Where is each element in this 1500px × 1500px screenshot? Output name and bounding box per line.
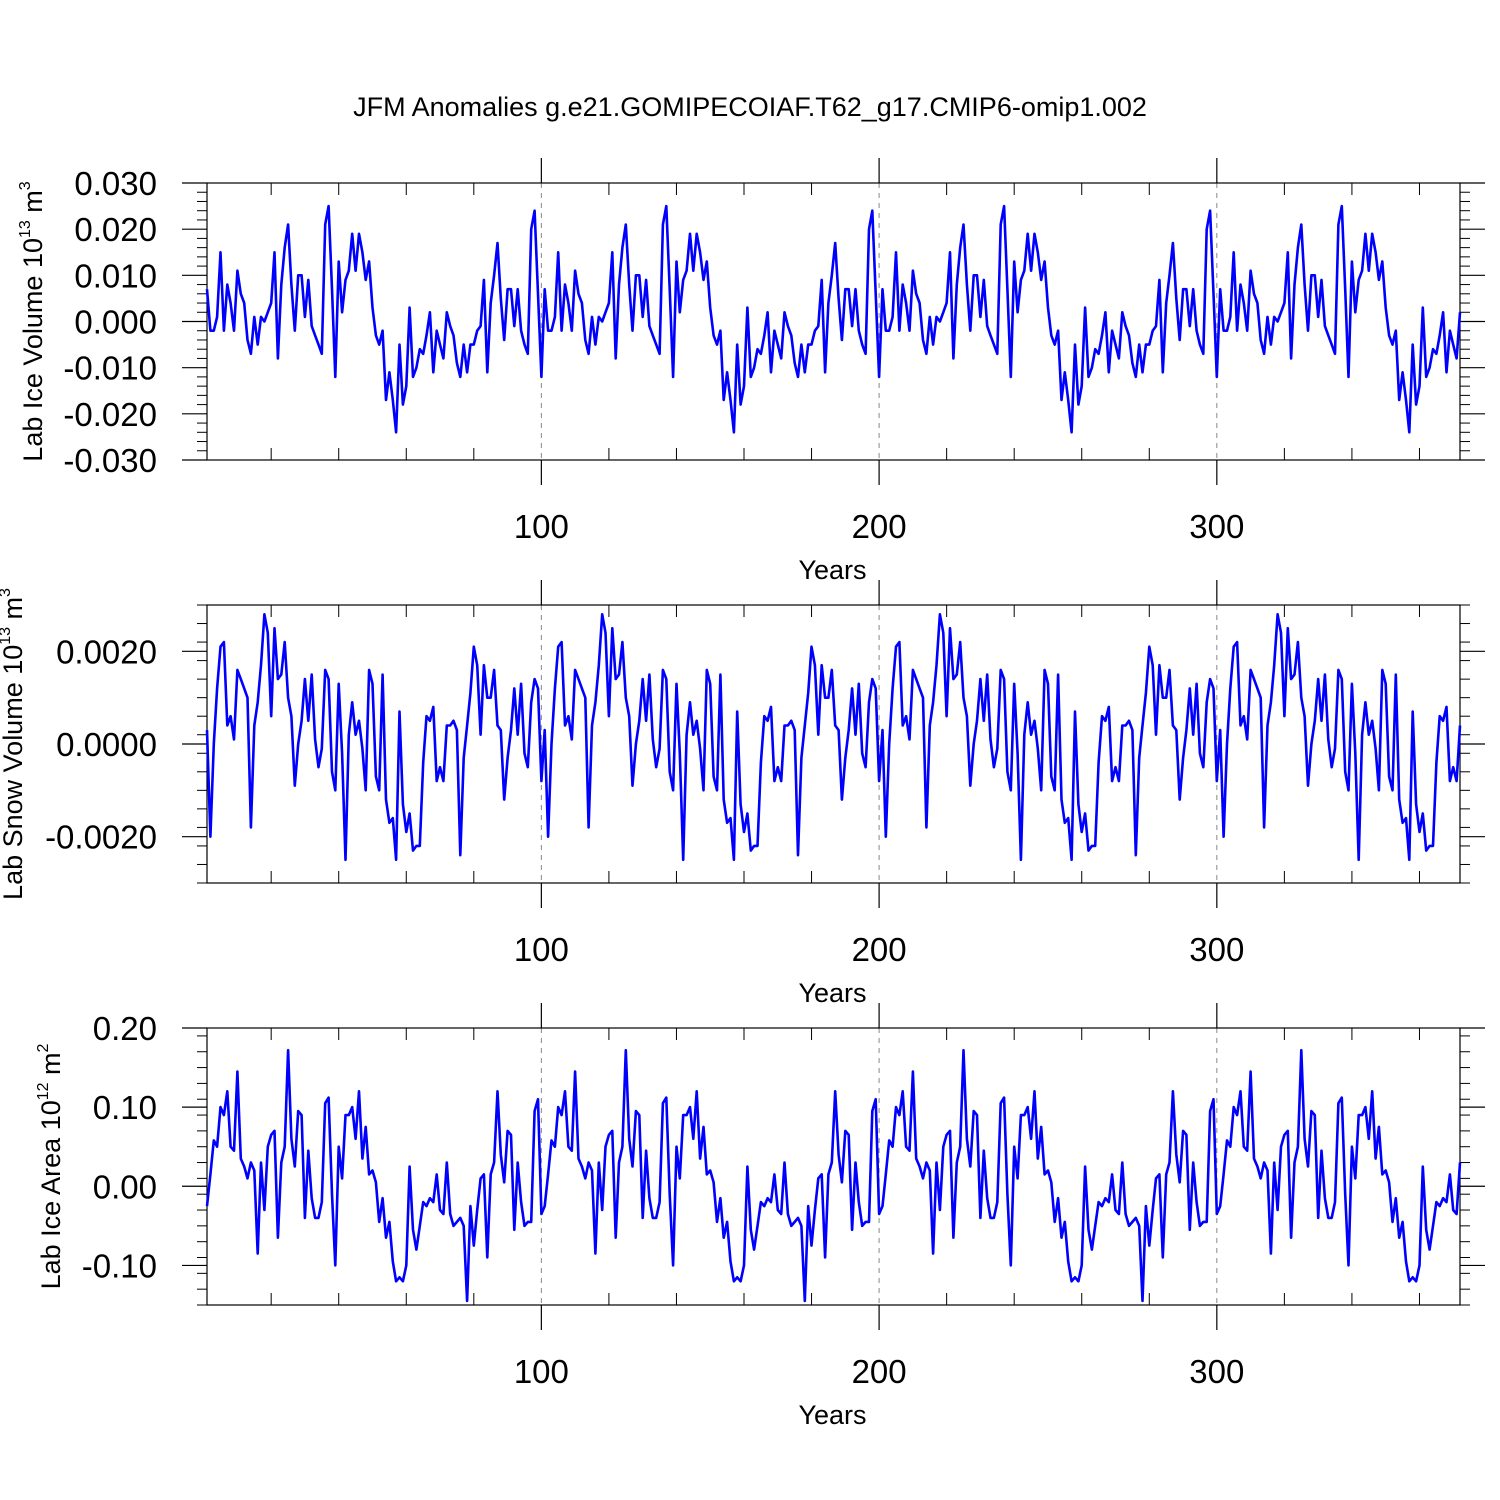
- y-tick-label: 0.0020: [56, 633, 157, 670]
- x-tick-label: 300: [1189, 931, 1244, 968]
- x-tick-label: 300: [1189, 1353, 1244, 1390]
- y-tick-label: -0.030: [63, 442, 157, 479]
- y-tick-label: -0.010: [63, 350, 157, 387]
- x-axis-title: Years: [798, 555, 866, 585]
- x-tick-label: 200: [852, 931, 907, 968]
- x-axis-title: Years: [798, 1400, 866, 1430]
- y-axis-title: Lab Snow Volume 1013 m3: [0, 588, 28, 900]
- x-tick-label: 300: [1189, 508, 1244, 545]
- chart-title: JFM Anomalies g.e21.GOMIPECOIAF.T62_g17.…: [353, 92, 1147, 122]
- x-tick-label: 100: [514, 508, 569, 545]
- y-tick-label: -0.10: [82, 1247, 157, 1284]
- y-axis-title: Lab Ice Area 1012 m2: [35, 1043, 66, 1289]
- y-axis-title: Lab Ice Volume 1013 m3: [17, 181, 48, 461]
- y-tick-label: 0.20: [93, 1010, 157, 1047]
- x-axis-title: Years: [798, 978, 866, 1008]
- y-tick-label: 0.10: [93, 1089, 157, 1126]
- series-line: [205, 612, 1462, 862]
- x-tick-label: 100: [514, 1353, 569, 1390]
- panel-1: 100 200 300 Years -0.030 -0.020 -0.010 0.000 0.0…: [17, 158, 1485, 585]
- panel-3: 100 200 300 Years -0.10 0.00 0.10 0.20 Lab Ice A…: [35, 1003, 1485, 1430]
- y-tick-label: -0.020: [63, 396, 157, 433]
- panel-2: 100 200 300 Years -0.0020 0.0000 0.0020 Lab Sno…: [0, 580, 1485, 1008]
- series-line: [205, 204, 1462, 434]
- y-tick-label: 0.0000: [56, 726, 157, 763]
- y-tick-label: -0.0020: [45, 819, 157, 856]
- y-tick-label: 0.010: [74, 257, 157, 294]
- series-line: [205, 1048, 1462, 1303]
- x-tick-label: 200: [852, 1353, 907, 1390]
- y-tick-label: 0.030: [74, 165, 157, 202]
- plot-frame: [206, 1027, 1461, 1306]
- y-tick-label: 0.00: [93, 1168, 157, 1205]
- x-tick-label: 200: [852, 508, 907, 545]
- x-tick-label: 100: [514, 931, 569, 968]
- y-tick-label: 0.000: [74, 304, 157, 341]
- y-tick-label: 0.020: [74, 211, 157, 248]
